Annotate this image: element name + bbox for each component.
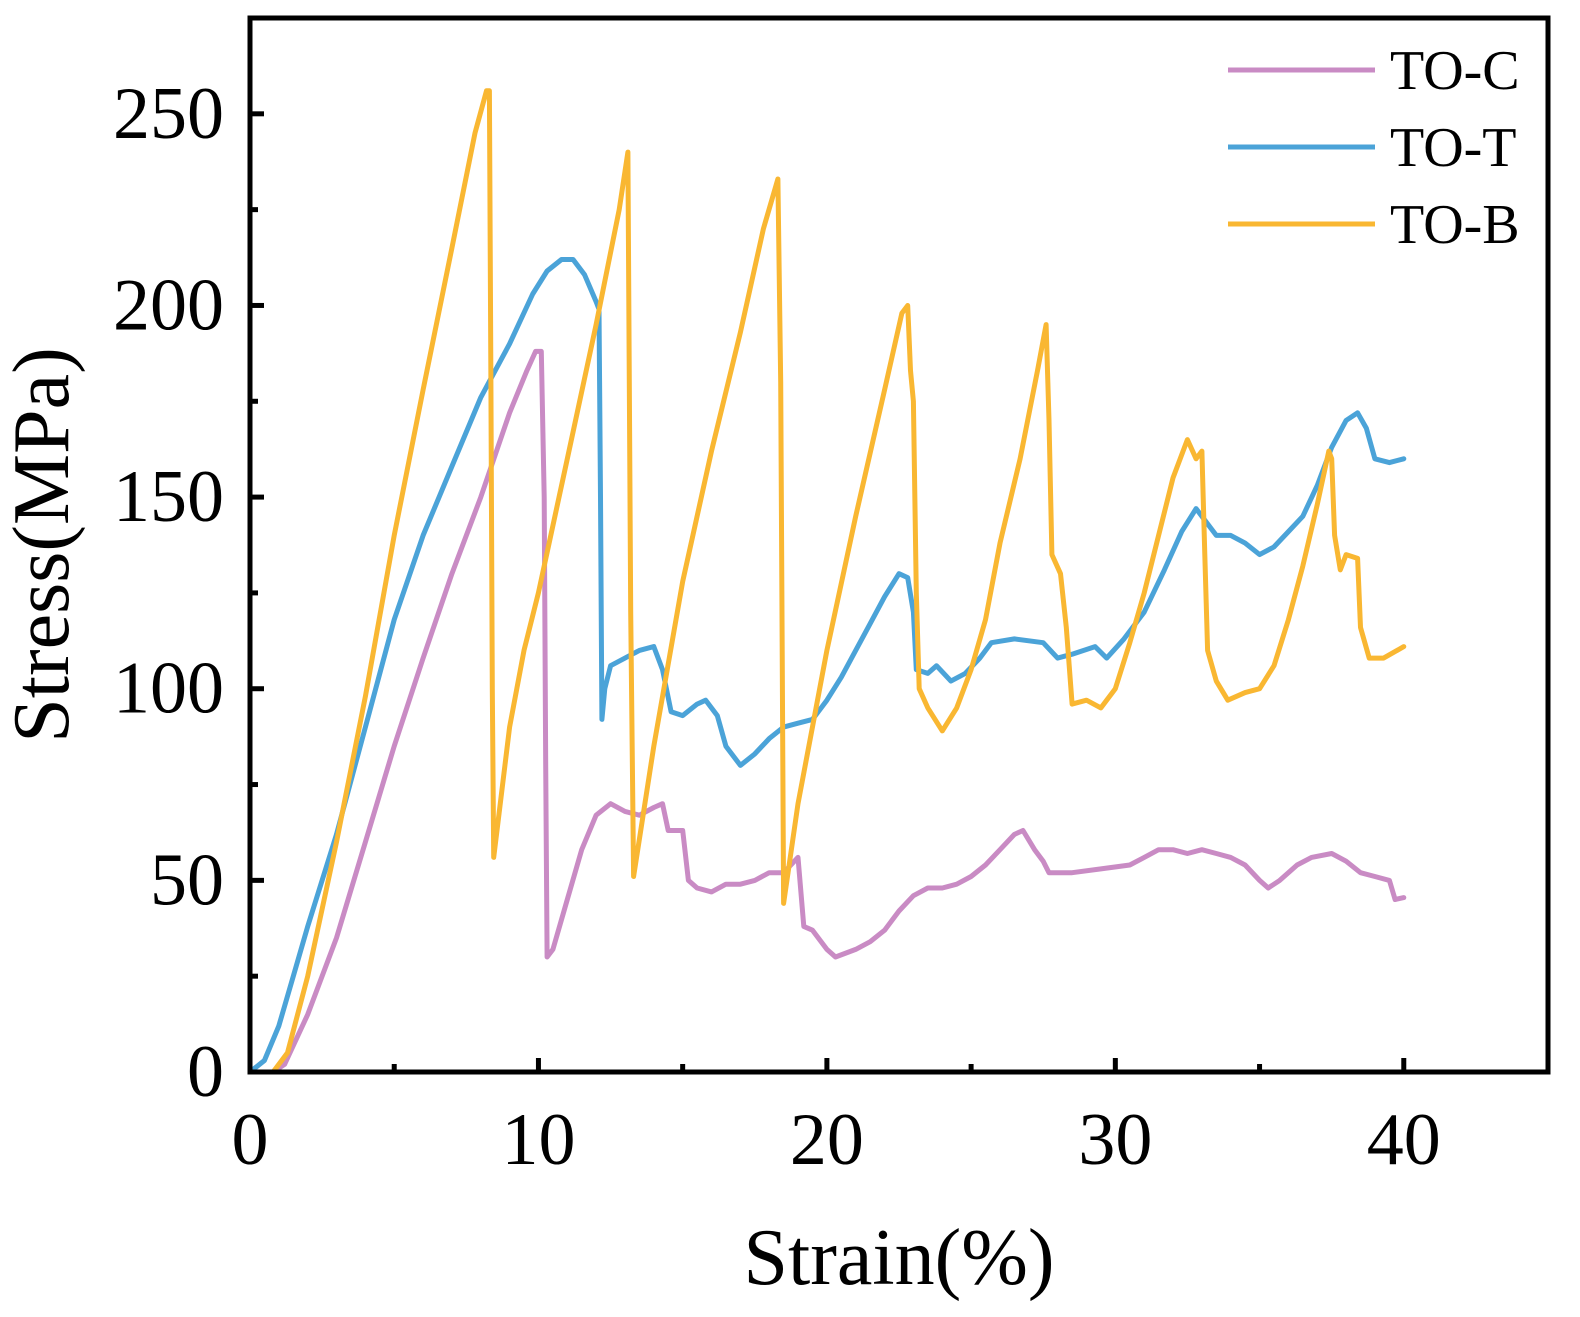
series-line-to-t: [250, 257, 1407, 1072]
x-tick-label: 20: [790, 1099, 864, 1181]
series-layer: [250, 88, 1407, 1072]
legend: TO-C TO-T TO-B: [1228, 40, 1520, 256]
y-tick-label: 150: [113, 456, 224, 538]
ticks-layer: 0 10 20 30 40 0 50 100 150 200 250: [113, 73, 1441, 1181]
y-tick-label: 250: [113, 73, 224, 155]
series-line-to-b: [270, 88, 1407, 1072]
x-tick-label: 10: [501, 1099, 575, 1181]
x-tick-label: 0: [232, 1099, 269, 1181]
y-tick-label: 50: [150, 839, 224, 921]
x-tick-label: 30: [1078, 1099, 1152, 1181]
legend-label-to-t: TO-T: [1390, 117, 1517, 179]
y-axis-title: Stress(MPa): [0, 347, 86, 743]
x-axis-title: Strain(%): [743, 1214, 1054, 1302]
legend-label-to-c: TO-C: [1390, 40, 1520, 102]
series-line-to-c: [270, 348, 1407, 1072]
y-tick-label: 100: [113, 648, 224, 730]
y-tick-label: 200: [113, 264, 224, 346]
plot-frame: [247, 15, 1551, 1075]
x-tick-label: 40: [1367, 1099, 1441, 1181]
y-tick-label: 0: [187, 1031, 224, 1113]
legend-label-to-b: TO-B: [1390, 194, 1520, 256]
